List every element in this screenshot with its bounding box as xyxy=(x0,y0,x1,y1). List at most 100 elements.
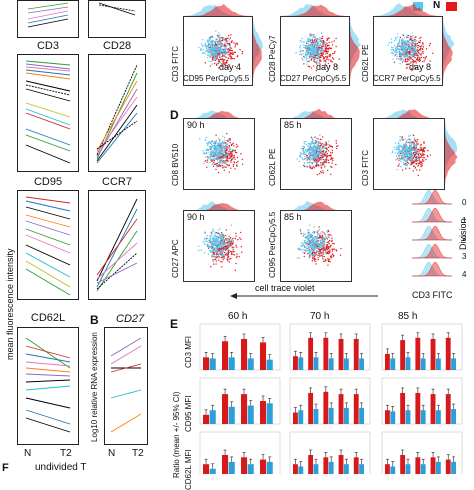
bar-N-0-1-2 xyxy=(323,337,329,370)
bar-T2-2-0-2 xyxy=(247,464,254,474)
scatter-d-4-ylabel: CD95 PerCpCy5.5 xyxy=(268,211,277,278)
hist-d-top-4 xyxy=(280,201,352,212)
scatter-c-1-corner: day 8 xyxy=(316,62,339,72)
hist-c-top-1 xyxy=(280,3,350,16)
bar-N-1-2-1 xyxy=(400,392,406,424)
bar-frame-2-0 xyxy=(199,431,281,474)
rna-xtick-n: N xyxy=(108,448,116,459)
bar-T2-0-0-2 xyxy=(247,358,254,370)
panel-d-letter: D xyxy=(170,108,179,122)
bar-N-2-1-2 xyxy=(323,457,329,474)
bar-T2-0-1-3 xyxy=(343,358,349,370)
bar-T2-0-2-2 xyxy=(420,358,426,370)
division-tick-1: 1 xyxy=(462,216,467,225)
bar-N-2-1-1 xyxy=(308,455,314,474)
row-label-cd3: CD3 MFI xyxy=(184,336,193,368)
bar-T2-0-1-0 xyxy=(298,357,304,370)
bar-T2-1-0-2 xyxy=(247,405,254,424)
bar-T2-0-1-4 xyxy=(359,358,365,370)
row-label-cd95: CD95 MFI xyxy=(184,395,193,432)
bar-T2-2-2-3 xyxy=(435,461,441,474)
cd62l-xtick-n: N xyxy=(24,448,32,459)
bar-T2-1-0-3 xyxy=(266,403,273,424)
time-85: 85 h xyxy=(398,311,418,322)
panel-b-letter: B xyxy=(90,313,99,327)
bar-T2-1-2-0 xyxy=(390,411,396,424)
bar-T2-2-1-3 xyxy=(343,464,349,474)
bar-N-1-2-2 xyxy=(415,392,421,424)
bar-N-2-2-2 xyxy=(415,457,421,474)
bar-N-1-0-2 xyxy=(241,394,248,424)
scatter-c-0-xlabel: CD95 PerCpCy5.5 xyxy=(183,74,250,83)
panel-a-ylabel: mean fluorescence intensity xyxy=(5,248,15,360)
bar-N-1-2-0 xyxy=(385,410,390,424)
bar-T2-1-2-3 xyxy=(435,410,441,424)
bar-N-2-0-3 xyxy=(260,459,267,474)
bar-N-1-2-3 xyxy=(430,394,436,424)
bar-N-0-0-2 xyxy=(241,338,248,370)
bar-N-2-2-0 xyxy=(385,464,390,474)
scatter-c-1-ylabel: CD28 PeCy7 xyxy=(268,35,277,82)
bar-T2-1-1-0 xyxy=(298,410,304,424)
ctv-arrow xyxy=(230,293,378,299)
scatter-c-2 xyxy=(373,16,443,86)
bar-T2-2-0-1 xyxy=(228,461,235,474)
scatter-d-0-ylabel: CD8 BV510 xyxy=(171,143,180,186)
panel-b-title: CD27 xyxy=(116,313,145,325)
bar-N-0-0-3 xyxy=(260,342,267,370)
bar-N-1-0-0 xyxy=(203,414,210,424)
bar-T2-1-1-3 xyxy=(343,407,349,424)
ctv-xlabel: cell trace violet xyxy=(255,283,315,293)
hist-c-top-0 xyxy=(183,4,253,16)
scatter-d-time-3: 90 h xyxy=(187,212,205,222)
time-60: 60 h xyxy=(228,311,248,322)
panel-e-ylabel: Ratio (mean +/- 95% CI) xyxy=(172,391,181,478)
division-stack-svg xyxy=(411,190,453,277)
bar-N-0-1-3 xyxy=(338,338,344,370)
plot-cd3-main-lines xyxy=(25,60,71,164)
bar-T2-2-1-4 xyxy=(359,464,365,474)
scatter-c-1-xlabel: CD27 PerCpCy5.5 xyxy=(280,74,347,83)
plot-cd28-top xyxy=(88,0,146,38)
rna-xtick-t2: T2 xyxy=(132,448,144,459)
panel-e-bars xyxy=(199,323,463,474)
bar-N-1-1-4 xyxy=(353,394,359,424)
division-hist-1 xyxy=(411,208,453,223)
bottom-caption: undivided T xyxy=(35,462,87,473)
bar-T2-2-1-0 xyxy=(298,466,304,474)
panel-f-letter: F xyxy=(2,462,9,474)
division-tick-2: 2 xyxy=(462,234,467,243)
bar-N-0-2-0 xyxy=(385,353,390,370)
scatter-d-2-ylabel: CD3 FITC xyxy=(361,150,370,186)
bar-N-0-2-1 xyxy=(400,340,406,370)
plot-cd3-lines xyxy=(27,2,69,28)
hist-d-top-2 xyxy=(373,109,445,120)
hist-d-top-3 xyxy=(183,201,255,212)
division-hist-2 xyxy=(411,226,453,241)
plot-cd27-rna-lines xyxy=(110,337,142,433)
bar-N-1-1-0 xyxy=(293,412,298,424)
scatter-c-2-ylabel: CD62L PE xyxy=(361,44,370,83)
plot-cd3-main xyxy=(17,54,79,172)
scatter-d-time-1: 85 h xyxy=(284,120,302,130)
bar-T2-2-2-1 xyxy=(405,464,411,474)
bar-T2-0-0-1 xyxy=(228,357,235,370)
bar-T2-2-0-3 xyxy=(266,461,273,474)
title-cd62l: CD62L xyxy=(30,312,66,324)
scatter-d-4 xyxy=(280,210,352,282)
scatter-c-0-corner: day 4 xyxy=(219,62,242,72)
hist-d-top-0 xyxy=(183,110,255,120)
scatter-d-2 xyxy=(373,118,445,190)
plot-ccr7 xyxy=(88,190,146,300)
scatter-d-time-4: 85 h xyxy=(284,212,302,222)
bar-T2-2-2-2 xyxy=(420,464,426,474)
bar-N-2-2-1 xyxy=(400,455,406,474)
bar-T2-0-2-1 xyxy=(405,357,411,370)
scatter-c-2-corner: day 8 xyxy=(409,62,432,72)
plot-cd28-main xyxy=(88,54,146,172)
division-tick-3: 3 xyxy=(462,252,467,261)
bar-N-1-1-2 xyxy=(323,391,329,424)
plot-cd28-main-lines xyxy=(96,64,138,164)
bar-frame-2-2 xyxy=(381,431,463,474)
legend-n-label: N xyxy=(433,0,441,11)
